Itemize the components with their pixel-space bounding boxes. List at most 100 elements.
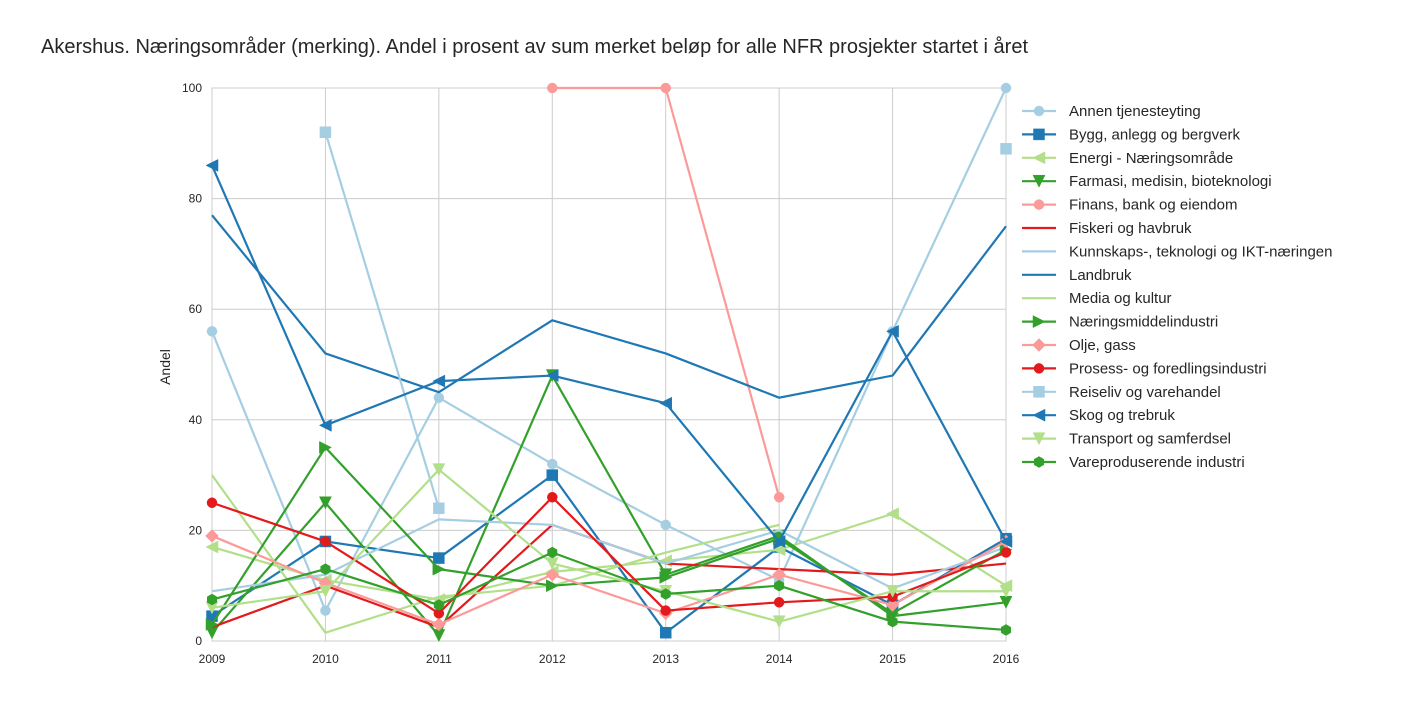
data-point: [205, 529, 219, 543]
data-point: [772, 615, 786, 629]
legend-label: Kunnskaps-, teknologi og IKT-næringen: [1069, 243, 1333, 260]
data-point: [774, 579, 785, 592]
legend-item: Landbruk: [1022, 267, 1132, 284]
legend-item: Energi - Næringsområde: [1022, 150, 1233, 167]
x-tick-label: 2013: [652, 652, 679, 666]
data-point: [432, 463, 446, 477]
data-point: [320, 563, 331, 575]
data-point: [886, 584, 899, 598]
series-line: [324, 131, 440, 509]
x-tick-label: 2011: [426, 652, 452, 666]
data-point: [319, 496, 332, 510]
data-point: [545, 567, 560, 582]
legend-label: Fiskeri og havbruk: [1069, 220, 1192, 237]
data-point: [320, 536, 331, 547]
data-point: [772, 535, 786, 548]
legend-marker: [1032, 315, 1046, 329]
series-8: [211, 474, 780, 634]
legend-marker: [1032, 432, 1046, 446]
series-7: [211, 214, 1007, 399]
data-point: [432, 562, 446, 576]
x-tick-label: 2009: [199, 652, 226, 666]
legend-item: Skog og trebruk: [1022, 407, 1175, 424]
plot-background: [211, 87, 1007, 642]
y-tick-label: 0: [195, 634, 202, 648]
legend-label: Transport og samferdsel: [1069, 431, 1231, 448]
series-6: [211, 518, 1007, 593]
x-tick-label: 2014: [766, 652, 793, 666]
legend-label: Energi - Næringsområde: [1069, 150, 1233, 167]
data-point: [659, 626, 672, 639]
data-point: [659, 396, 672, 410]
data-point: [205, 159, 219, 172]
data-point: [886, 324, 899, 338]
series-15: [206, 546, 1012, 636]
data-point: [659, 571, 673, 584]
legend-item: Olje, gass: [1022, 337, 1136, 354]
data-point: [433, 502, 445, 515]
x-tick-label: 2016: [993, 652, 1020, 666]
legend-marker: [1033, 363, 1045, 374]
data-point: [547, 491, 558, 503]
x-tick-label: 2015: [879, 652, 906, 666]
chart-title: Akershus. Næringsområder (merking). Ande…: [41, 36, 1029, 58]
data-point: [660, 605, 671, 616]
y-tick-label: 80: [189, 192, 203, 206]
legend-label: Bygg, anlegg og bergverk: [1069, 126, 1240, 143]
data-point: [886, 507, 899, 521]
legend-item: Fiskeri og havbruk: [1022, 220, 1192, 237]
legend: Annen tjenesteyting Bygg, anlegg og bergv…: [1022, 103, 1333, 471]
data-point: [660, 588, 671, 600]
series-4: [547, 82, 785, 503]
legend-label: Næringsmiddelindustri: [1069, 314, 1218, 331]
y-tick-label: 60: [189, 302, 203, 316]
legend-label: Farmasi, medisin, bioteknologi: [1069, 173, 1272, 190]
legend-item: Prosess- og foredlingsindustri: [1022, 360, 1267, 377]
legend-label: Annen tjenesteyting: [1069, 103, 1201, 120]
data-point: [206, 497, 218, 508]
data-point: [546, 469, 559, 481]
data-point: [999, 535, 1013, 548]
data-point: [772, 543, 786, 557]
data-point: [205, 618, 219, 631]
legend-marker: [1033, 105, 1045, 117]
legend-label: Vareproduserende industri: [1069, 454, 1245, 471]
legend-item: Bygg, anlegg og bergverk: [1022, 126, 1240, 143]
y-tick-label: 40: [189, 413, 203, 427]
data-point: [432, 617, 446, 632]
series-line: [211, 468, 1006, 623]
series-layer: [205, 82, 1013, 643]
data-point: [545, 369, 559, 382]
series-line: [211, 518, 1007, 593]
legend-item: Finans, bank og eiendom: [1022, 197, 1237, 214]
series-line: [211, 496, 1007, 615]
data-point: [773, 491, 785, 503]
series-line: [211, 374, 1007, 637]
y-tick-label: 100: [182, 81, 202, 95]
data-point: [885, 598, 900, 612]
data-point: [660, 82, 671, 94]
data-point: [660, 519, 671, 531]
legend-label: Prosess- og foredlingsindustri: [1069, 360, 1267, 377]
legend-marker: [1033, 386, 1045, 398]
legend-item: Vareproduserende industri: [1022, 454, 1245, 471]
series-line: [210, 164, 1007, 543]
legend-marker: [1033, 456, 1045, 468]
legend-marker: [1032, 338, 1046, 352]
data-point: [433, 599, 444, 611]
data-point: [206, 326, 218, 337]
legend-label: Skog og trebruk: [1069, 407, 1175, 424]
data-point: [887, 615, 898, 628]
data-point: [320, 605, 331, 616]
series-12: [319, 126, 1012, 515]
axis-ticks: 2009 2010 2011 2012 2013 2014 2015 2016 0 20 40 60 8…: [182, 81, 1020, 666]
legend-label: Finans, bank og eiendom: [1069, 197, 1237, 214]
data-point: [318, 418, 332, 432]
series-line: [211, 474, 780, 634]
data-point: [433, 392, 445, 403]
series-13: [205, 159, 1013, 548]
series-line: [211, 534, 1007, 626]
legend-item: Reiseliv og varehandel: [1022, 384, 1221, 401]
series-line: [211, 551, 1007, 632]
